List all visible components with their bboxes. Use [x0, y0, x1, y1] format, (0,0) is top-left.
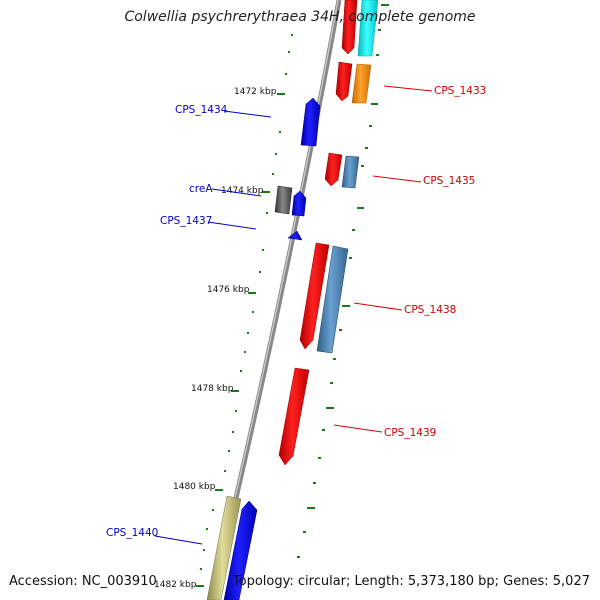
tick-label-1478: 1478 kbp [191, 384, 234, 394]
tick-label-1476: 1476 kbp [207, 285, 250, 295]
tick-label-1482: 1482 kbp [154, 580, 197, 590]
tick-label-1480: 1480 kbp [173, 482, 216, 492]
gene-cps1436-blue[interactable] [291, 190, 307, 217]
gene-cps1433-red[interactable] [335, 61, 353, 102]
gene-cps1432-red[interactable] [341, 0, 358, 55]
gene-cyan[interactable] [357, 0, 379, 57]
gene-cps1440-khaki[interactable] [206, 495, 242, 600]
leader-cps1439 [333, 424, 383, 433]
genome-summary-text: Topology: circular; Length: 5,373,180 bp… [232, 574, 590, 589]
accession-text: Accession: NC_003910 [9, 574, 157, 589]
leader-cps1433 [383, 85, 433, 92]
leader-cps1438 [353, 302, 403, 311]
gene-label-cps1435[interactable]: CPS_1435 [423, 175, 475, 187]
gene-cps1433-orange[interactable] [351, 63, 372, 104]
tick-label-1472: 1472 kbp [234, 87, 277, 97]
gene-cps1440-blue[interactable] [223, 500, 258, 600]
gene-cps1438-steelblue[interactable] [316, 245, 349, 354]
gene-cps1437-blue[interactable] [287, 230, 303, 241]
gene-label-cps1437[interactable]: CPS_1437 [160, 215, 212, 227]
leader-cps1437 [207, 221, 257, 230]
leader-cps1434 [223, 110, 272, 118]
outer-ruler [297, 4, 389, 558]
leader-cps1435 [372, 175, 422, 183]
gene-label-cps1434[interactable]: CPS_1434 [175, 104, 228, 116]
gene-crea-gray[interactable] [274, 185, 293, 215]
gene-cps1439-red[interactable] [278, 367, 310, 466]
gene-cps1435-steelblue[interactable] [341, 155, 360, 189]
gene-label-cps1438[interactable]: CPS_1438 [404, 304, 456, 316]
gene-label-crea[interactable]: creA [189, 183, 213, 195]
leader-crea [211, 188, 262, 197]
map-title: Colwellia psychrerythraea 34H, complete … [124, 9, 476, 25]
gene-cps1434-blue[interactable] [300, 97, 321, 147]
gene-label-cps1440[interactable]: CPS_1440 [106, 527, 158, 539]
leader-cps1440 [154, 535, 203, 545]
inner-ruler [196, 34, 293, 587]
gene-label-cps1433[interactable]: CPS_1433 [434, 85, 486, 97]
gene-cps1435-red[interactable] [324, 152, 343, 187]
gene-label-cps1439[interactable]: CPS_1439 [384, 427, 436, 439]
tick-label-1474: 1474 kbp [221, 186, 264, 196]
gene-cps1438-red[interactable] [299, 242, 330, 350]
